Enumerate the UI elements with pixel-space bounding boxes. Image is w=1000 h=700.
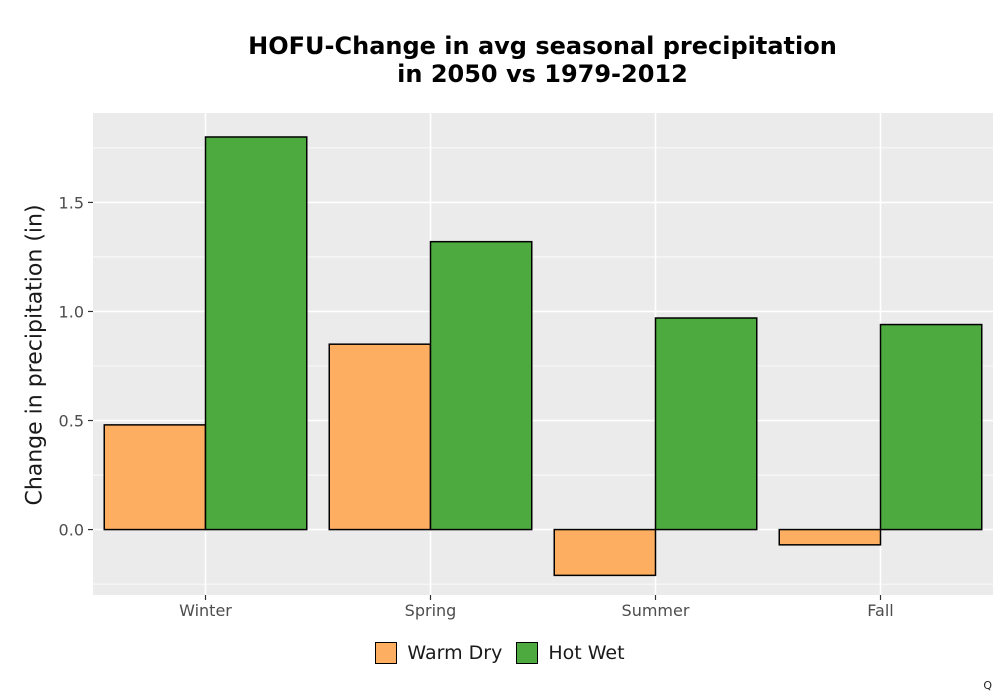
bar-warm-dry-spring	[328, 343, 432, 531]
x-tick-label: Winter	[179, 601, 232, 620]
bar-warm-dry-summer	[553, 528, 657, 577]
legend-item-warm-dry: Warm Dry	[375, 642, 502, 664]
corner-label: Q	[983, 679, 992, 692]
y-tick-label: 0.5	[59, 412, 84, 431]
y-tick-label: 0.0	[59, 521, 84, 540]
x-axis-ticks: Winter Spring Summer Fall	[179, 595, 894, 620]
chart-title: HOFU-Change in avg seasonal precipitatio…	[90, 32, 995, 88]
y-tick-label: 1.0	[59, 302, 84, 321]
y-tick-label: 1.5	[59, 193, 84, 212]
bar-hot-wet-spring	[429, 240, 533, 531]
chart-title-line-2: in 2050 vs 1979-2012	[397, 60, 688, 88]
bar-warm-dry-winter	[103, 424, 207, 531]
bar-hot-wet-winter	[204, 136, 308, 531]
x-tick-label: Fall	[867, 601, 893, 620]
x-tick-label: Summer	[622, 601, 690, 620]
legend: Warm Dry Hot Wet	[0, 642, 1000, 664]
legend-item-hot-wet: Hot Wet	[516, 642, 625, 664]
y-axis-ticks: 0.0 0.5 1.0 1.5	[59, 193, 93, 540]
bar-hot-wet-summer	[654, 317, 758, 531]
bars	[103, 136, 983, 577]
legend-label-warm-dry: Warm Dry	[407, 642, 503, 664]
chart-title-line-1: HOFU-Change in avg seasonal precipitatio…	[248, 32, 837, 60]
legend-label-hot-wet: Hot Wet	[548, 642, 625, 664]
bar-hot-wet-fall	[879, 323, 983, 531]
bar-warm-dry-fall	[778, 528, 882, 546]
legend-swatch-hot-wet	[516, 642, 539, 664]
x-tick-label: Spring	[405, 601, 457, 620]
legend-swatch-warm-dry	[375, 642, 398, 664]
